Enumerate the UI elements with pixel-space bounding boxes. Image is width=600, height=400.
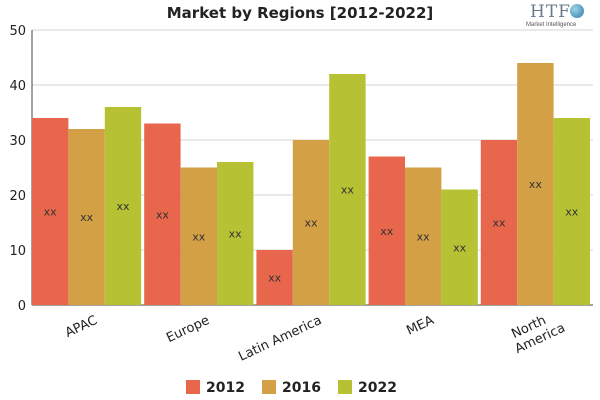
x-tick-label: Europe [164, 313, 212, 346]
logo-main-text: HTF [530, 2, 571, 22]
bar [68, 129, 105, 305]
legend-swatch [186, 380, 200, 394]
data-label: xx [268, 272, 282, 285]
bar [480, 140, 518, 305]
y-tick-label: 20 [9, 189, 26, 204]
bar [329, 74, 366, 305]
x-tick-label: MEA [404, 313, 436, 339]
bar [405, 167, 442, 305]
bar [292, 140, 330, 305]
x-tick-label-line: APAC [63, 313, 100, 341]
data-label: xx [341, 184, 355, 197]
logo-sub-text: Market Intelligence [526, 22, 577, 28]
y-tick-label: 40 [9, 79, 26, 94]
bar [144, 123, 181, 305]
x-tick-label-line: MEA [404, 313, 436, 339]
htf-logo: HTF Market Intelligence [522, 2, 592, 32]
bar [180, 167, 217, 305]
y-tick-label: 30 [9, 134, 26, 149]
chart-title: Market by Regions [2012-2022] [166, 4, 434, 22]
data-label: xx [304, 217, 318, 230]
data-label: xx [156, 208, 170, 221]
data-label: xx [44, 206, 58, 219]
bar [256, 250, 293, 305]
x-tick-label-line: Latin America [236, 313, 324, 365]
x-tick-label: APAC [63, 313, 100, 341]
data-label: xx [529, 178, 543, 191]
data-label: xx [492, 217, 506, 230]
data-label: xx [453, 241, 467, 254]
legend-label: 2022 [358, 380, 397, 396]
legend-swatch [338, 380, 352, 394]
bar [441, 189, 478, 305]
data-label: xx [229, 228, 243, 241]
y-tick-label: 50 [9, 24, 26, 39]
x-tick-label-line: Europe [164, 313, 212, 346]
y-tick-label: 10 [9, 244, 26, 259]
data-label: xx [192, 230, 206, 243]
x-tick-label: Latin America [236, 313, 324, 365]
legend-label: 2012 [206, 380, 245, 396]
data-label: xx [80, 211, 94, 224]
data-label: xx [380, 225, 394, 238]
legend-label: 2016 [282, 380, 321, 396]
data-label: xx [417, 230, 431, 243]
bar [104, 107, 142, 305]
y-tick-label: 0 [18, 299, 26, 314]
bar [217, 162, 254, 305]
data-label: xx [116, 200, 130, 213]
data-label: xx [565, 206, 579, 219]
bar [32, 118, 69, 305]
legend-swatch [262, 380, 276, 394]
globe-icon [570, 4, 584, 18]
x-tick-label: NorthAmerica [506, 307, 567, 357]
bar [517, 63, 554, 305]
bar [368, 156, 405, 305]
bar [553, 118, 590, 305]
